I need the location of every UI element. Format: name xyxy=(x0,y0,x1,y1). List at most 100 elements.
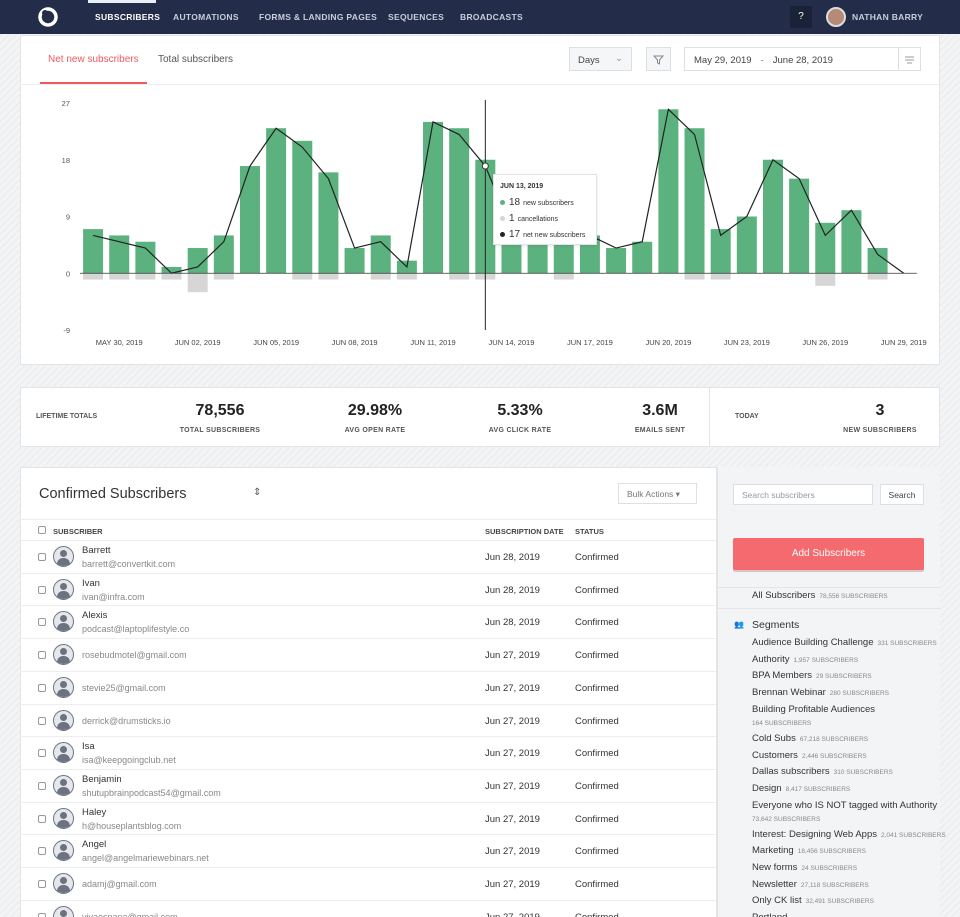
y-tick-label: 27 xyxy=(62,99,70,108)
avatar-head xyxy=(60,615,67,623)
date-range[interactable]: May 29, 2019- June 28, 2019 xyxy=(684,47,921,71)
bulk-actions[interactable]: Bulk Actions ▾ xyxy=(618,483,697,504)
segment[interactable]: Interest: Designing Web Apps 2,041 SUBSCR… xyxy=(752,829,946,840)
x-tick-label: JUN 20, 2019 xyxy=(645,338,691,347)
segment[interactable]: New forms 24 SUBSCRIBERS xyxy=(752,862,857,873)
avatar[interactable] xyxy=(826,7,846,27)
stat-value: 78,556 xyxy=(195,402,245,419)
status: Confirmed xyxy=(575,846,619,858)
row-checkbox[interactable] xyxy=(38,553,46,561)
active-indicator xyxy=(88,0,156,3)
table-row[interactable]: stevie25@gmail.com Jun 27, 2019 Confirmed xyxy=(20,670,716,704)
row-checkbox[interactable] xyxy=(38,814,46,823)
segment-name: Dallas subscribers xyxy=(752,766,830,778)
search-button[interactable]: Search xyxy=(880,484,924,505)
period-select[interactable]: Days ⌄ xyxy=(569,47,632,71)
segment[interactable]: Authority 1,957 SUBSCRIBERS xyxy=(752,654,858,665)
today-value: 3 xyxy=(875,402,885,419)
avatar-body xyxy=(57,688,70,697)
x-tick-label: JUN 08, 2019 xyxy=(332,338,378,347)
sort-icon[interactable]: ⇕ xyxy=(253,487,262,498)
table-row[interactable]: Benjamin shutupbrainpodcast54@gmail.com Ju… xyxy=(20,768,716,802)
segment[interactable]: Only CK list 32,491 SUBSCRIBERS xyxy=(752,895,874,906)
table-row[interactable]: Alexis podcast@laptoplifestyle.co Jun 28, … xyxy=(20,605,716,638)
segment-count: 73,642 SUBSCRIBERS xyxy=(752,816,821,824)
bar xyxy=(396,273,417,280)
avatar xyxy=(53,873,74,894)
row-checkbox[interactable] xyxy=(38,716,46,725)
segment[interactable]: Portland xyxy=(752,912,787,917)
row-checkbox[interactable] xyxy=(38,781,46,790)
nav-item[interactable]: AUTOMATIONS xyxy=(173,12,239,22)
stat-label: AVG CLICK RATE xyxy=(488,427,552,434)
table-row[interactable]: adamj@gmail.com Jun 27, 2019 Confirmed xyxy=(20,867,716,900)
segment[interactable]: Brennan Webinar 280 SUBSCRIBERS xyxy=(752,687,889,698)
avatar-body xyxy=(57,623,70,632)
segment-name: Everyone who IS NOT tagged with Authorit… xyxy=(752,800,938,812)
table-row[interactable]: Angel angel@angelmariewebinars.net Jun 27,… xyxy=(20,834,716,867)
all-subscribers[interactable]: All Subscribers 78,556 SUBSCRIBERS xyxy=(752,590,888,601)
row-checkbox[interactable] xyxy=(38,847,46,856)
table-row[interactable]: vivaespana@gmail.com Jun 27, 2019 Confirme… xyxy=(20,899,716,917)
select-all[interactable] xyxy=(38,526,46,534)
bar xyxy=(370,235,391,274)
subscriber-email: podcast@laptoplifestyle.co xyxy=(82,624,190,635)
segment[interactable]: Newsletter 27,118 SUBSCRIBERS xyxy=(752,879,869,890)
table-row[interactable]: Barrett barrett@convertkit.com Jun 28, 201… xyxy=(20,540,716,573)
segment[interactable]: Dallas subscribers 310 SUBSCRIBERS xyxy=(752,766,893,777)
avatar-head xyxy=(60,909,67,917)
logo[interactable] xyxy=(36,6,60,28)
segment-count: 2,446 SUBSCRIBERS xyxy=(801,752,867,760)
subscriber-name: Haley xyxy=(82,806,107,818)
segment-name: Design xyxy=(752,782,782,794)
segment[interactable]: Everyone who IS NOT tagged with Authorit… xyxy=(752,799,938,826)
subscriber-email: stevie25@gmail.com xyxy=(82,682,166,693)
segment-count: 8,417 SUBSCRIBERS xyxy=(785,785,851,793)
y-tick-label: 0 xyxy=(66,269,70,278)
segment[interactable]: Cold Subs 67,218 SUBSCRIBERS xyxy=(752,733,868,744)
bar xyxy=(632,241,653,274)
segment[interactable]: BPA Members 29 SUBSCRIBERS xyxy=(752,670,872,681)
row-checkbox[interactable] xyxy=(38,651,46,660)
bar xyxy=(867,248,888,274)
segment[interactable]: Design 8,417 SUBSCRIBERS xyxy=(752,783,850,794)
segment[interactable]: Marketing 18,456 SUBSCRIBERS xyxy=(752,845,866,856)
filter-button[interactable] xyxy=(646,47,671,71)
table-row[interactable]: Isa isa@keepgoingclub.net Jun 27, 2019 Conf… xyxy=(20,736,716,769)
user-name[interactable]: NATHAN BARRY xyxy=(852,12,924,22)
row-checkbox[interactable] xyxy=(38,683,46,692)
row-checkbox[interactable] xyxy=(38,880,46,888)
bar xyxy=(109,235,130,274)
bar xyxy=(710,229,731,274)
table-row[interactable]: Haley h@houseplantsblog.com Jun 27, 2019 Co… xyxy=(20,801,716,835)
bar xyxy=(684,128,705,274)
table-row[interactable]: Ivan ivan@infra.com Jun 28, 2019 Confirmed xyxy=(20,572,716,606)
search-input[interactable]: Search subscribers xyxy=(733,484,873,505)
nav-item[interactable]: BROADCASTS xyxy=(460,12,523,22)
avatar-head xyxy=(60,582,67,590)
row-checkbox[interactable] xyxy=(38,749,46,758)
segment[interactable]: Customers 2,446 SUBSCRIBERS xyxy=(752,750,867,761)
bulk-label: Bulk Actions xyxy=(627,489,674,499)
nav-item[interactable]: SUBSCRIBERS xyxy=(95,12,161,22)
table-title[interactable]: Confirmed Subscribers xyxy=(39,486,187,502)
add-subscribers-button[interactable]: Add Subscribers xyxy=(733,538,924,570)
nav-item[interactable]: SEQUENCES xyxy=(388,12,445,22)
status: Confirmed xyxy=(575,715,619,727)
avatar xyxy=(53,709,74,731)
segment[interactable]: Building Profitable Audiences 164 SUBSCRI… xyxy=(752,703,938,730)
help-button[interactable]: ? xyxy=(790,6,812,28)
table-row[interactable]: rosebudmotel@gmail.com Jun 27, 2019 Confir… xyxy=(20,638,716,671)
avatar-head xyxy=(60,648,67,656)
segment[interactable]: Audience Building Challenge 331 SUBSCRIBE… xyxy=(752,637,937,648)
row-checkbox[interactable] xyxy=(38,912,46,917)
table-row[interactable]: derrick@drumsticks.io Jun 27, 2019 Confirm… xyxy=(20,703,716,737)
bar xyxy=(213,235,234,274)
today-label: TODAY xyxy=(735,413,759,420)
row-checkbox[interactable] xyxy=(38,585,46,594)
nav-item[interactable]: FORMS & LANDING PAGES xyxy=(259,12,378,22)
tab-active[interactable]: Net new subscribers xyxy=(48,54,139,65)
row-checkbox[interactable] xyxy=(38,618,46,627)
tab[interactable]: Total subscribers xyxy=(158,54,234,65)
filter-icon xyxy=(652,55,665,65)
